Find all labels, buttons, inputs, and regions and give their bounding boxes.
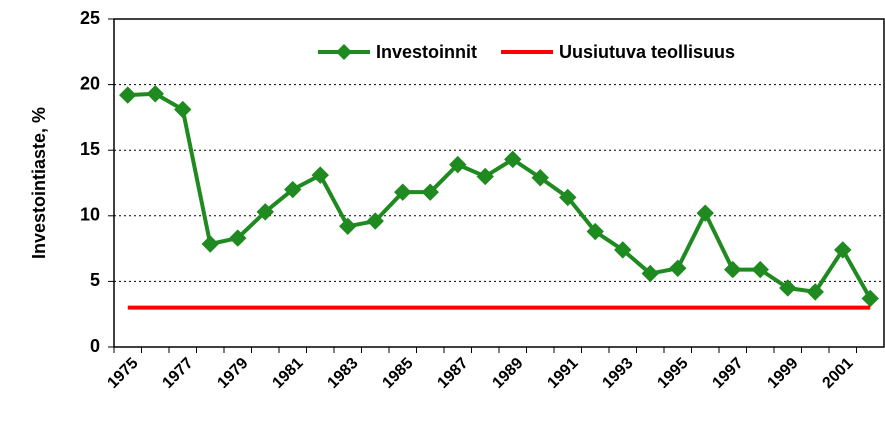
marker (311, 166, 329, 184)
marker (669, 259, 687, 277)
legend-marker (336, 44, 352, 60)
y-tick-label: 15 (80, 139, 100, 159)
marker (449, 155, 467, 174)
y-tick-label: 20 (80, 73, 100, 93)
marker (779, 279, 797, 297)
marker (806, 283, 824, 301)
marker (146, 85, 164, 103)
y-tick-label: 5 (90, 270, 100, 290)
y-tick-label: 0 (90, 336, 100, 356)
marker (696, 204, 714, 222)
y-tick-label: 25 (80, 8, 100, 28)
x-tick-label: 1975 (104, 355, 141, 392)
marker (174, 100, 192, 119)
marker (861, 289, 879, 308)
x-tick-label: 1983 (324, 355, 361, 392)
x-tick-label: 1989 (489, 355, 526, 392)
x-tick-label: 1981 (269, 355, 306, 392)
marker (256, 203, 274, 221)
x-tick-label: 1977 (159, 355, 196, 392)
marker (229, 229, 247, 247)
x-tick-label: 1995 (654, 355, 691, 392)
x-tick-label: 1985 (379, 355, 416, 392)
legend-label: Uusiutuva teollisuus (559, 42, 735, 62)
x-tick-label: 1991 (544, 355, 581, 392)
x-tick-label: 1999 (764, 355, 801, 392)
marker (614, 241, 632, 259)
marker (834, 241, 852, 259)
x-tick-label: 1987 (434, 355, 471, 392)
series-line (127, 91, 872, 300)
marker (559, 188, 577, 207)
plot-frame (113, 18, 885, 348)
y-axis-label: Investointiaste, % (29, 107, 49, 259)
marker (724, 260, 742, 279)
x-tick-label: 2001 (819, 355, 856, 392)
marker (586, 222, 604, 241)
y-tick-label: 10 (80, 205, 100, 225)
marker (119, 86, 137, 104)
marker (394, 183, 412, 201)
marker (531, 169, 549, 187)
legend-label: Investoinnit (376, 42, 477, 62)
x-tick-label: 1979 (214, 355, 251, 392)
marker (284, 180, 302, 199)
marker (641, 264, 659, 283)
marker (366, 212, 384, 230)
marker (201, 235, 219, 253)
marker (339, 217, 357, 236)
x-tick-label: 1997 (709, 355, 746, 392)
marker (751, 260, 769, 279)
marker (421, 183, 439, 201)
x-tick-label: 1993 (599, 355, 636, 392)
marker (476, 167, 494, 186)
marker (504, 150, 522, 169)
